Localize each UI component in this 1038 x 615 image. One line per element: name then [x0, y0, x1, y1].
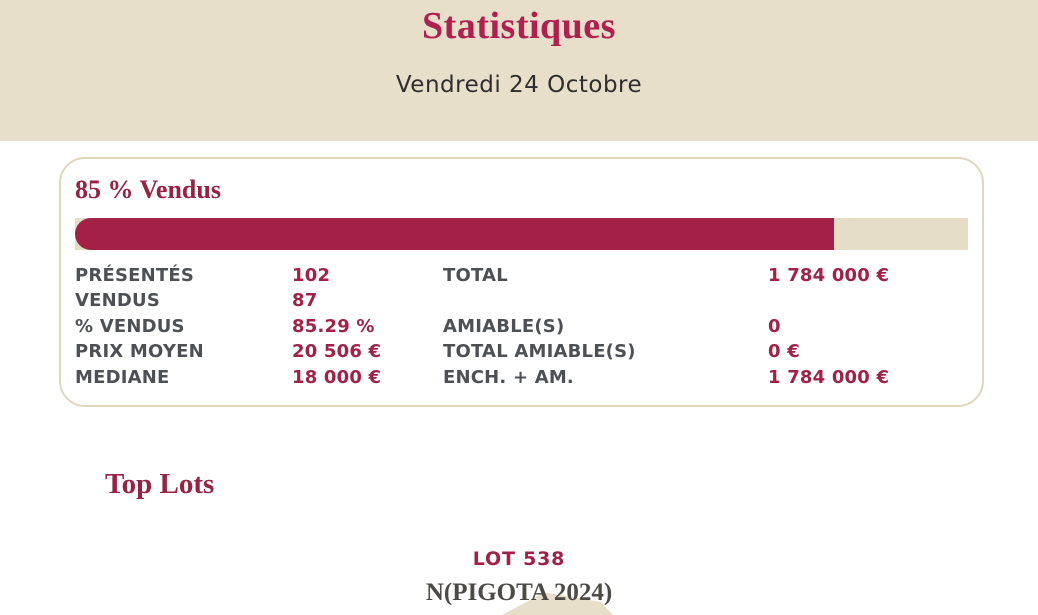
lot-number: LOT 538: [472, 548, 566, 570]
stat-label-prix-moyen: PRIX MOYEN: [75, 341, 204, 363]
stats-card: 85 % Vendus PRÉSENTÉS 102 TOTAL 1 784 00…: [59, 157, 984, 407]
stat-value-vendus: 87: [292, 290, 318, 312]
stats-grid: PRÉSENTÉS 102 TOTAL 1 784 000 € VENDUS 8…: [75, 265, 968, 392]
top-lots-heading: Top Lots: [105, 468, 215, 500]
stat-value-prix-moyen: 20 506 €: [292, 341, 382, 363]
stat-label-total: TOTAL: [443, 265, 508, 286]
stat-label-presentes: PRÉSENTÉS: [75, 265, 195, 286]
stat-value-total: 1 784 000 €: [768, 265, 890, 286]
lot-name: N(PIGOTA 2024): [425, 579, 613, 606]
percent-sold-heading: 85 % Vendus: [75, 175, 221, 204]
stat-label-ench-am: ENCH. + AM.: [443, 366, 574, 388]
stat-label-blank: [443, 290, 768, 315]
stat-value-mediane: 18 000 €: [292, 366, 382, 388]
stat-label-vendus: VENDUS: [75, 290, 161, 312]
progress-bar-fill: [75, 218, 835, 250]
stat-value-presentes: 102: [292, 265, 331, 286]
stat-label-mediane: MEDIANE: [75, 366, 170, 388]
page-header: Statistiques Vendredi 24 Octobre: [0, 0, 1038, 141]
stat-value-pct-vendus: 85.29 %: [292, 315, 375, 337]
stat-label-amiables: AMIABLE(S): [443, 315, 565, 337]
stat-label-pct-vendus: % VENDUS: [75, 315, 185, 337]
progress-bar-track: [75, 218, 968, 250]
stat-value-amiables: 0: [768, 315, 781, 337]
stat-label-total-amiables: TOTAL AMIABLE(S): [443, 341, 636, 363]
stat-value-ench-am: 1 784 000 €: [768, 366, 890, 388]
stat-value-total-amiables: 0 €: [768, 341, 800, 363]
page-title: Statistiques: [422, 5, 616, 47]
stat-value-blank: [768, 290, 968, 315]
page-subtitle: Vendredi 24 Octobre: [395, 72, 643, 98]
